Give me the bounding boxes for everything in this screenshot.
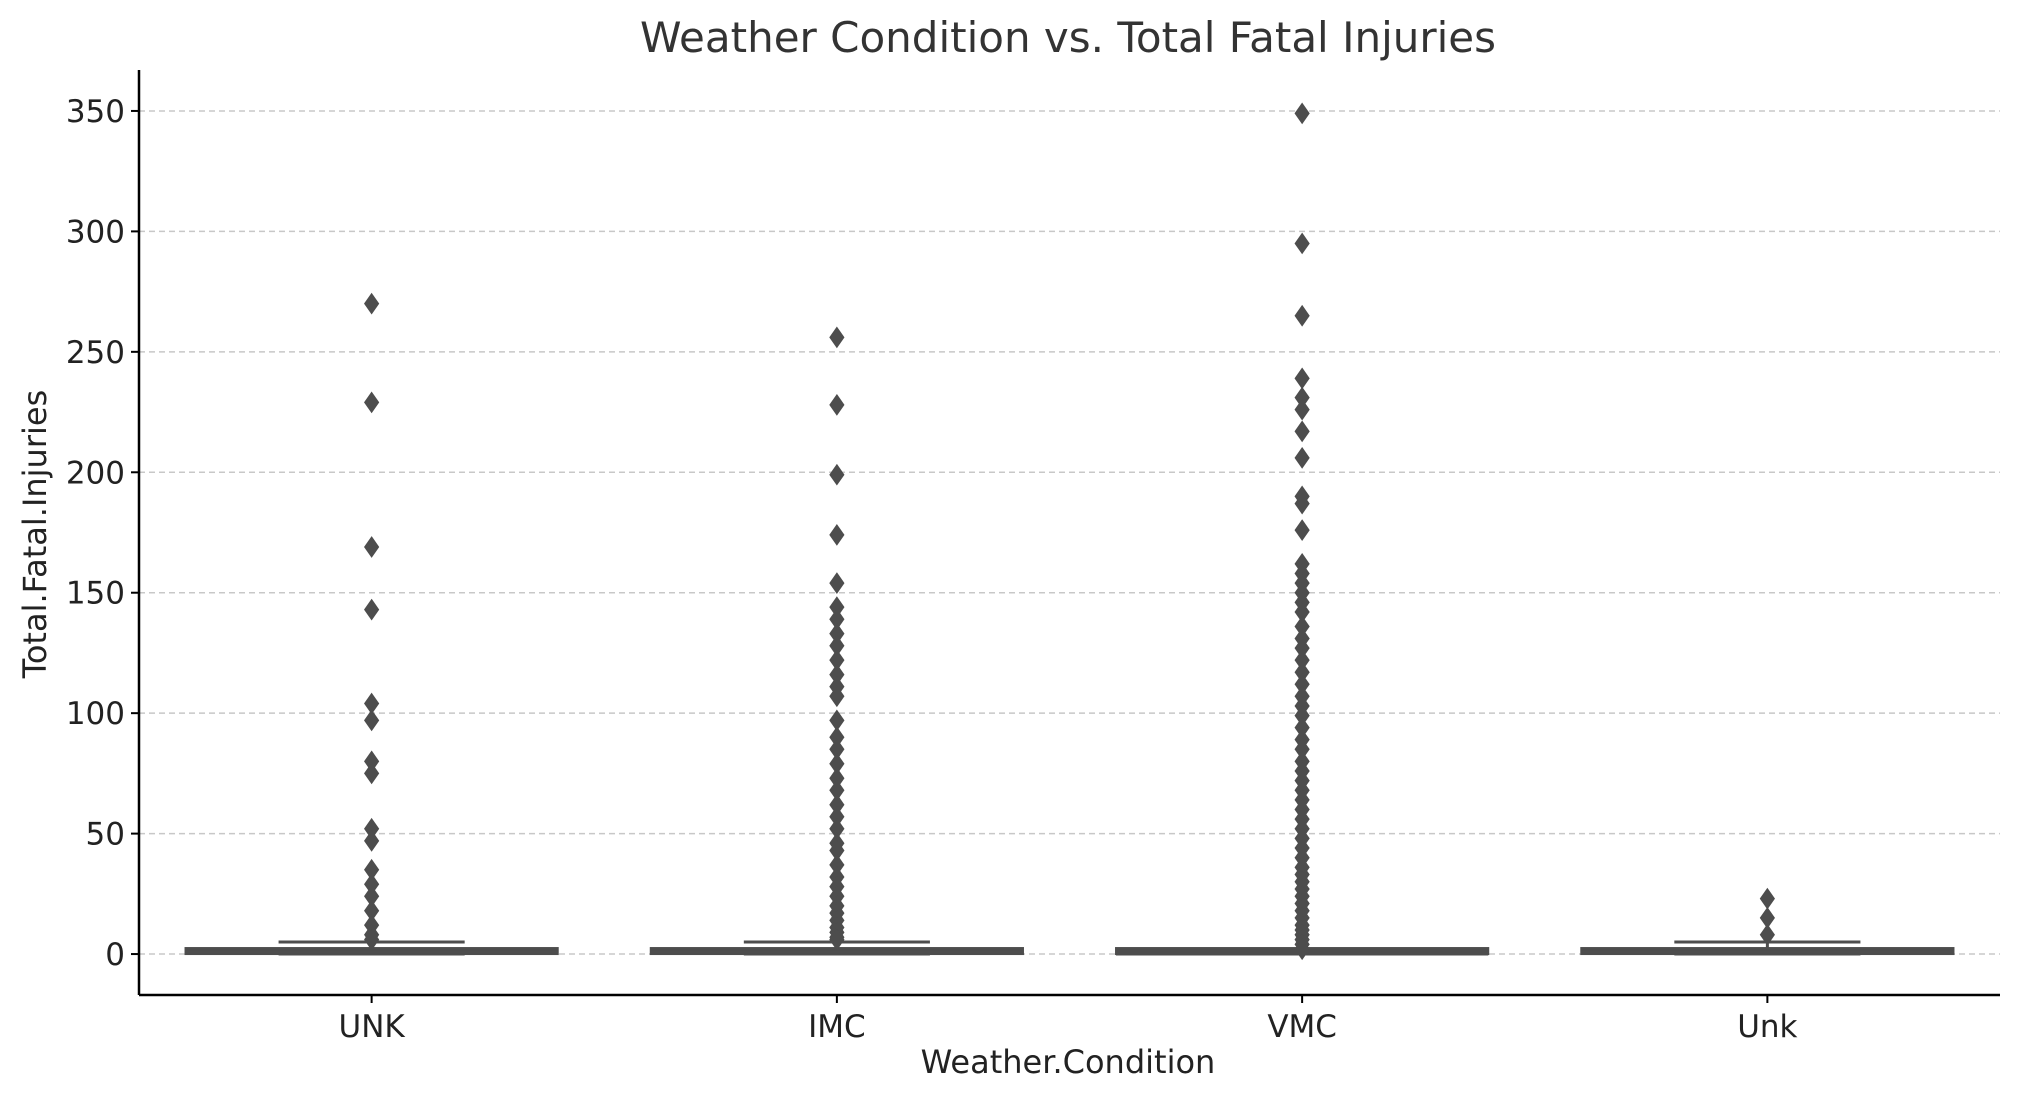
- outlier-point: [364, 598, 380, 621]
- y-axis-label: Total.Fatal.Injuries: [16, 390, 54, 680]
- grid-lines: [139, 110, 2000, 955]
- x-tick-label: Unk: [1737, 1009, 1797, 1045]
- outlier-point: [1294, 304, 1310, 327]
- y-tick-label: 150: [66, 576, 125, 612]
- outlier-point: [829, 463, 845, 486]
- outlier-point: [829, 685, 845, 708]
- outlier-point: [1759, 923, 1775, 946]
- y-ticks: 0 50 100 150 200 250 300 350: [66, 94, 139, 973]
- y-tick-label: 250: [66, 335, 125, 371]
- outlier-point: [364, 928, 380, 951]
- chart-title: Weather Condition vs. Total Fatal Injuri…: [640, 13, 1496, 62]
- axes: [137, 70, 2000, 997]
- outlier-point: [364, 762, 380, 785]
- outlier-point: [1294, 420, 1310, 443]
- outlier-point: [364, 391, 380, 414]
- outlier-point: [1294, 398, 1310, 421]
- outlier-point: [1294, 232, 1310, 255]
- x-tick-label: VMC: [1267, 1009, 1337, 1045]
- outlier-point: [364, 709, 380, 732]
- x-axis-label: Weather.Condition: [921, 1043, 1216, 1081]
- outlier-point: [1294, 492, 1310, 515]
- outlier-point: [829, 393, 845, 416]
- y-tick-label: 350: [66, 94, 125, 130]
- y-tick-label: 300: [66, 214, 125, 250]
- outlier-point: [829, 572, 845, 594]
- outlier-point: [1294, 367, 1310, 390]
- outlier-point: [1294, 102, 1310, 125]
- boxes: [184, 940, 1955, 956]
- outlier-point: [364, 829, 380, 852]
- x-ticks: UNK IMC VMC Unk: [339, 995, 1798, 1045]
- outlier-point: [1294, 938, 1310, 961]
- outlier-point: [829, 928, 845, 951]
- x-tick-label: UNK: [339, 1009, 406, 1045]
- y-tick-label: 200: [66, 455, 125, 491]
- y-tick-label: 50: [86, 817, 125, 853]
- outlier-point: [1759, 887, 1775, 910]
- outliers: [364, 102, 1775, 961]
- outlier-point: [829, 524, 845, 546]
- y-tick-label: 0: [105, 937, 125, 973]
- y-tick-label: 100: [66, 696, 125, 732]
- outlier-point: [364, 536, 380, 558]
- x-tick-label: IMC: [808, 1009, 866, 1045]
- outlier-point: [1294, 519, 1310, 541]
- outlier-point: [829, 326, 845, 349]
- outlier-point: [1294, 446, 1310, 469]
- outlier-point: [364, 292, 380, 315]
